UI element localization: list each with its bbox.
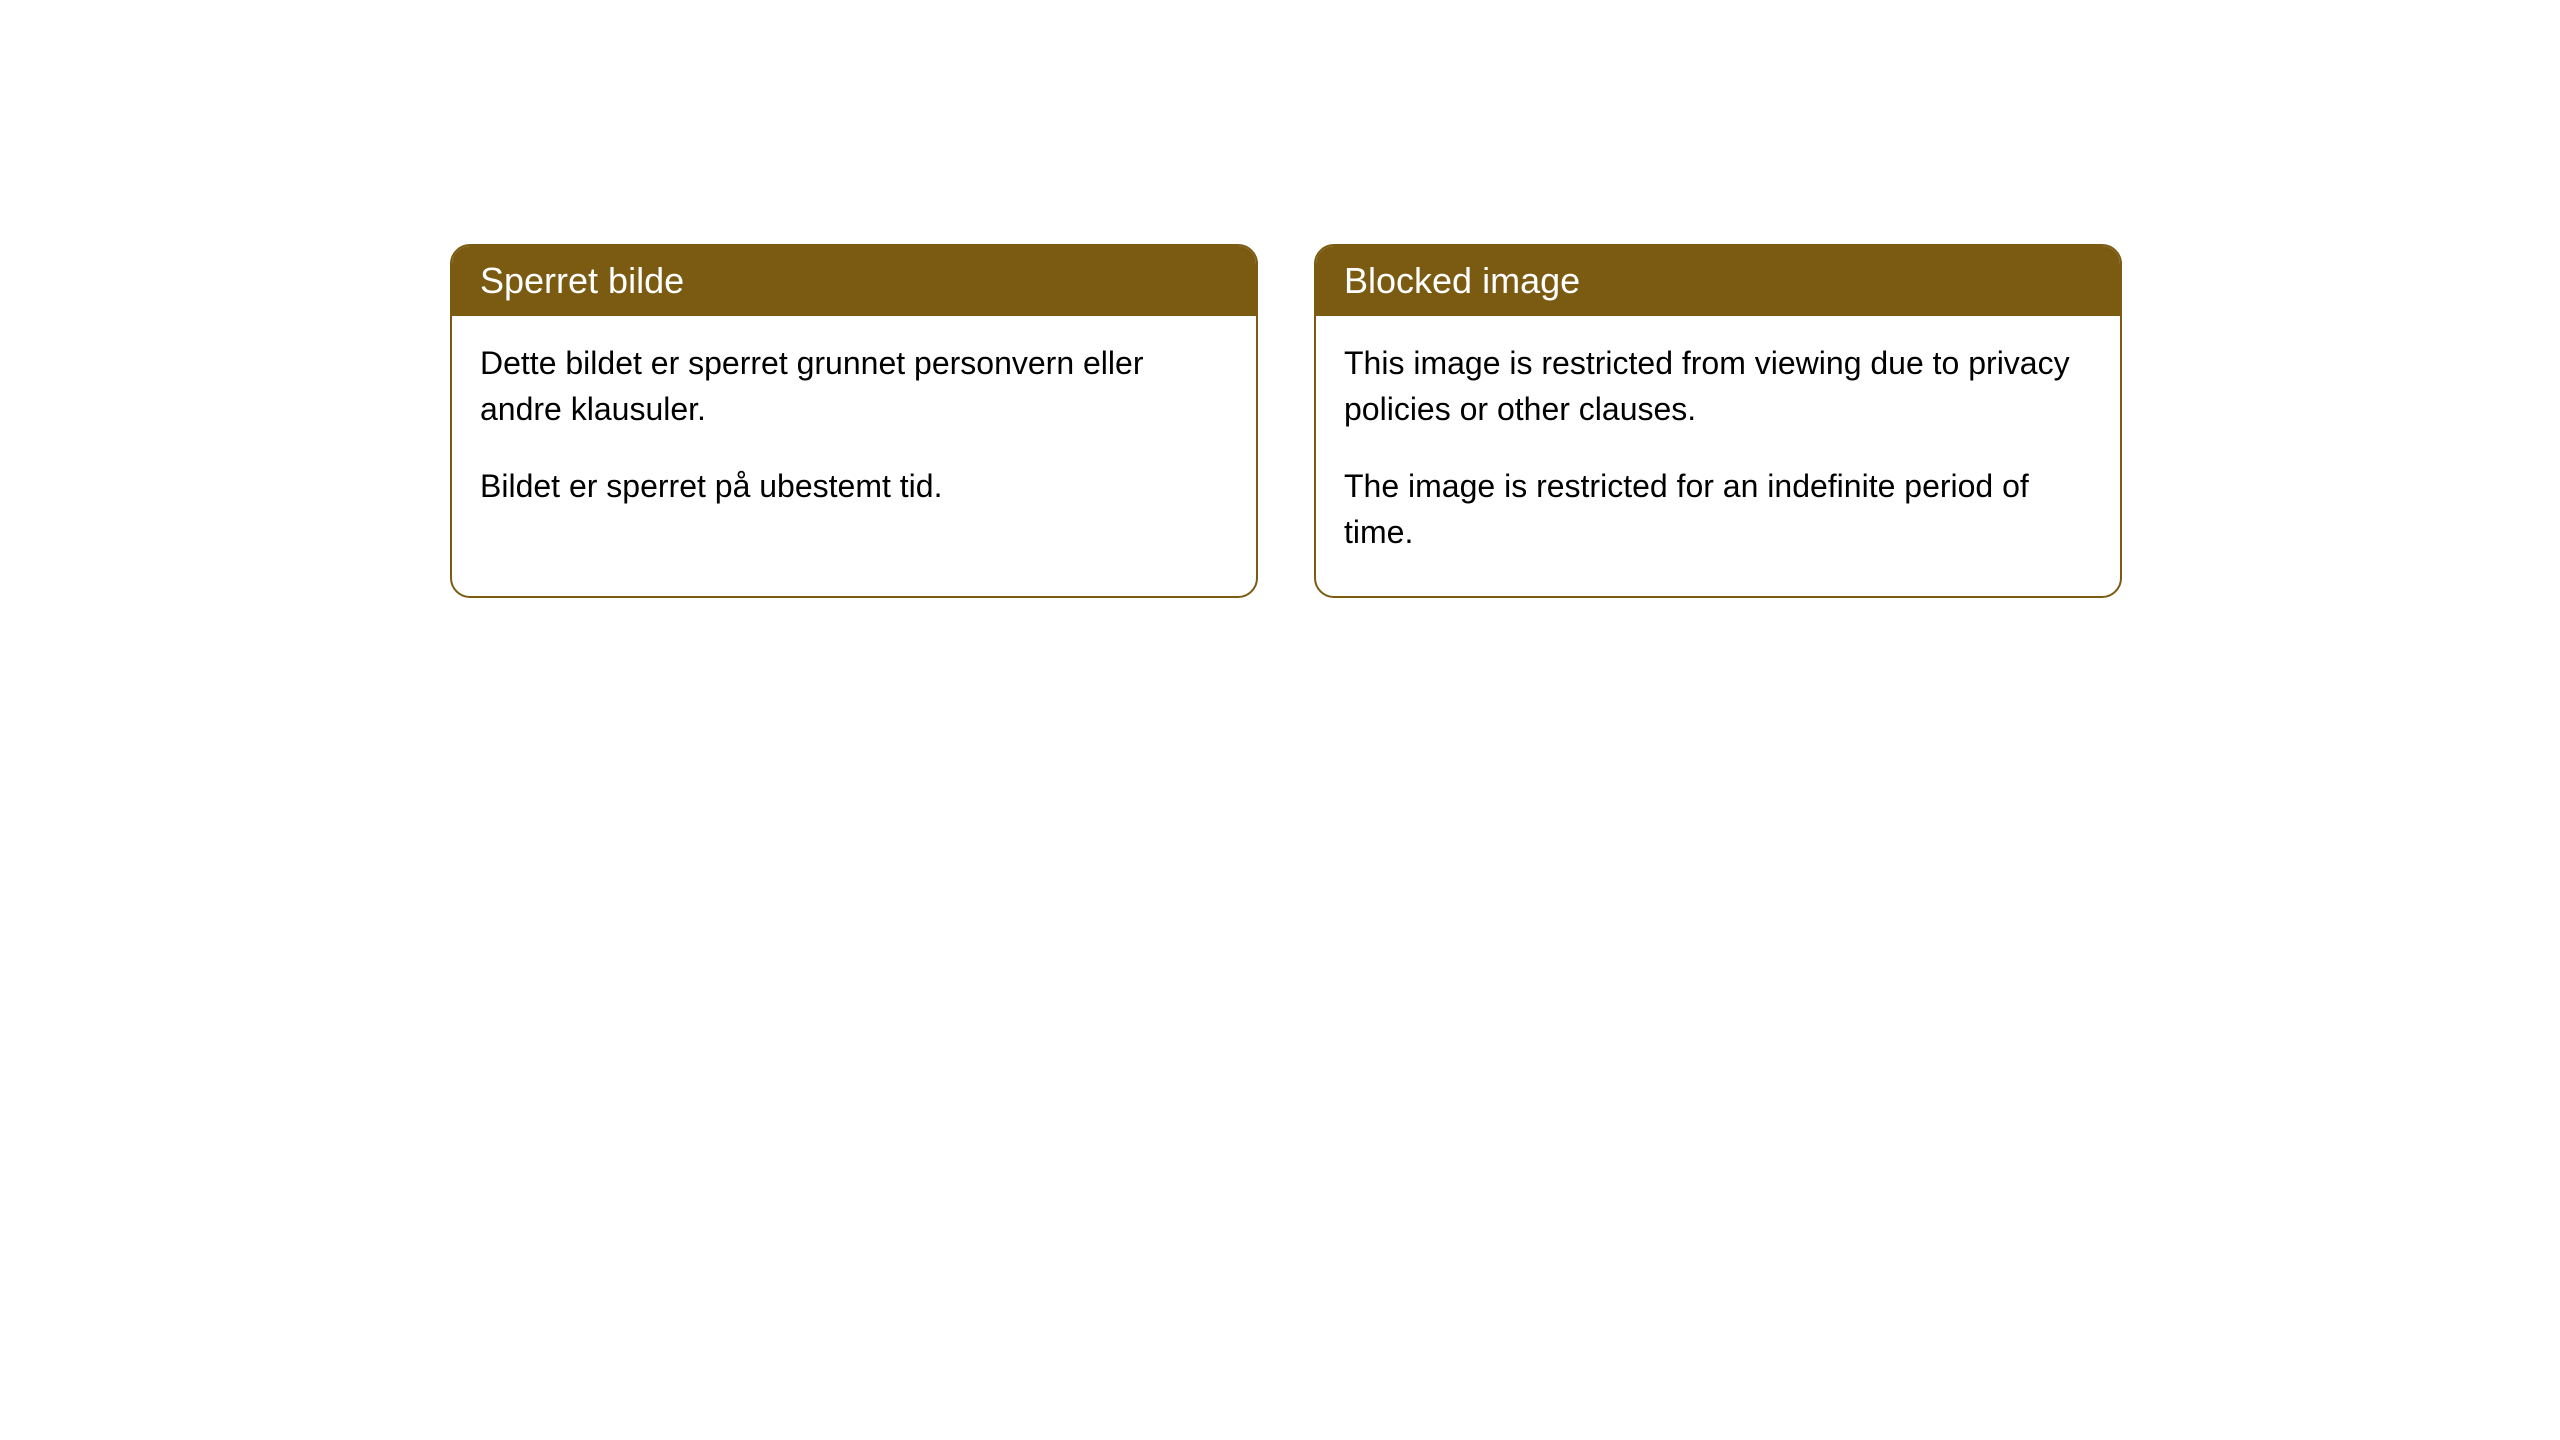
card-header: Sperret bilde bbox=[452, 246, 1256, 316]
notice-card-norwegian: Sperret bilde Dette bildet er sperret gr… bbox=[450, 244, 1258, 598]
card-title: Sperret bilde bbox=[480, 260, 684, 301]
card-title: Blocked image bbox=[1344, 260, 1580, 301]
card-header: Blocked image bbox=[1316, 246, 2120, 316]
notice-card-english: Blocked image This image is restricted f… bbox=[1314, 244, 2122, 598]
notice-cards-container: Sperret bilde Dette bildet er sperret gr… bbox=[450, 244, 2122, 598]
card-paragraph: The image is restricted for an indefinit… bbox=[1344, 463, 2092, 556]
card-paragraph: Dette bildet er sperret grunnet personve… bbox=[480, 340, 1228, 433]
card-body: This image is restricted from viewing du… bbox=[1316, 316, 2120, 596]
card-body: Dette bildet er sperret grunnet personve… bbox=[452, 316, 1256, 549]
card-paragraph: Bildet er sperret på ubestemt tid. bbox=[480, 463, 1228, 509]
card-paragraph: This image is restricted from viewing du… bbox=[1344, 340, 2092, 433]
